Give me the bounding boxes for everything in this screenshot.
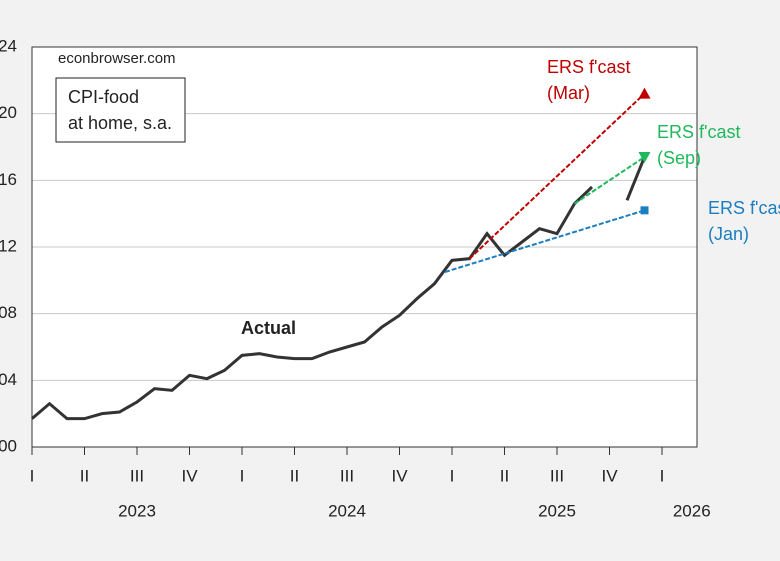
x-tick-label: I [660,466,665,485]
forecast-label: ERS f'cast [547,57,630,77]
forecast-label: ERS f'cast [708,198,780,218]
x-tick-label: I [240,466,245,485]
y-tick-label: 304 [0,370,17,389]
x-tick-label: IV [181,466,198,485]
y-tick-label: 316 [0,170,17,189]
marker [638,152,651,163]
x-tick-label: IV [601,466,618,485]
year-label: 2025 [538,501,576,520]
x-tick-label: II [80,466,89,485]
forecast-label: ERS f'cast [657,122,740,142]
actual-label: Actual [241,318,296,338]
actual-line [31,156,646,421]
marker [640,206,649,215]
x-tick-label: III [550,466,564,485]
plot-border [31,46,698,448]
x-tick-label: III [130,466,144,485]
x-tick-label: II [500,466,509,485]
x-tick-label: II [290,466,299,485]
y-tick-label: 324 [0,36,17,55]
forecast-label: (Sep) [657,148,701,168]
forecast-label: (Jan) [708,224,749,244]
year-label: 2024 [328,501,366,520]
y-tick-label: 308 [0,303,17,322]
forecast-label: (Mar) [547,83,590,103]
year-label: 2026 [673,501,711,520]
y-tick-label: 312 [0,236,17,255]
x-tick-label: III [340,466,354,485]
source-label: econbrowser.com [58,50,176,67]
y-tick-label: 300 [0,436,17,455]
marker [638,87,651,99]
y-tick-label: 320 [0,103,17,122]
title-line: at home, s.a. [68,113,172,133]
title-line: CPI-food [68,87,139,107]
forecast-line [573,156,646,205]
year-label: 2023 [118,501,156,520]
x-tick-label: I [450,466,455,485]
x-tick-label: I [30,466,35,485]
forecast-line [468,92,646,260]
title-box [55,77,186,143]
x-tick-label: IV [391,466,408,485]
